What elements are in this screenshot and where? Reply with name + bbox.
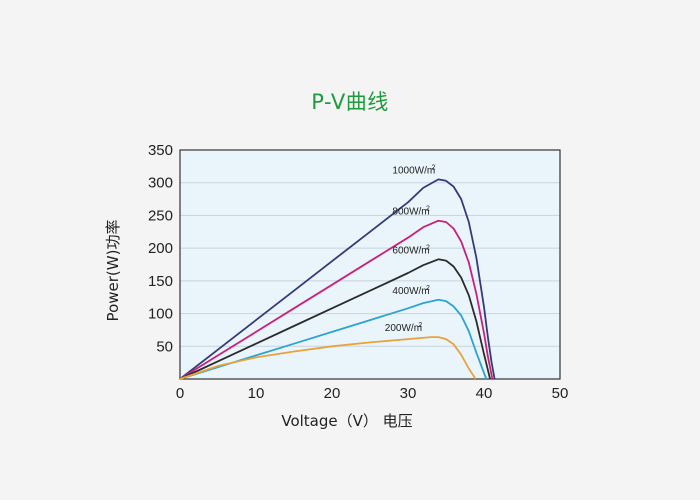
series-line-800W-m — [179, 219, 494, 380]
x-axis-title: Voltage（V） 电压 — [281, 412, 412, 430]
plot-frame — [179, 149, 561, 380]
series-label-800W-m: 800W/m — [392, 207, 429, 218]
plot-background — [180, 150, 560, 379]
y-tick-label-100: 100 — [148, 306, 173, 323]
series-line-600W-m — [179, 258, 491, 380]
series-label-superscript: 2 — [426, 206, 430, 213]
series-line-200W-m — [179, 336, 477, 380]
series-label-600W-m: 600W/m — [392, 245, 429, 256]
y-axis-title: Power(W)功率 — [104, 220, 122, 322]
y-tick-label-250: 250 — [148, 207, 173, 224]
series-label-superscript: 2 — [426, 285, 430, 292]
series-label-1000W-m: 1000W/m — [392, 165, 435, 176]
y-tick-label-300: 300 — [148, 175, 173, 192]
series-line-400W-m — [179, 298, 488, 380]
x-tick-label-30: 30 — [400, 385, 417, 402]
series-line-1000W-m — [179, 178, 496, 380]
y-tick-label-350: 350 — [148, 142, 173, 159]
x-tick-label-10: 10 — [248, 385, 265, 402]
series-label-superscript: 2 — [426, 244, 430, 251]
x-tick-label-0: 0 — [176, 385, 184, 402]
x-tick-label-20: 20 — [324, 385, 341, 402]
x-tick-label-50: 50 — [552, 385, 569, 402]
y-tick-label-200: 200 — [148, 240, 173, 257]
series-label-superscript: 2 — [432, 164, 436, 171]
x-tick-label-40: 40 — [476, 385, 493, 402]
series-label-200W-m: 200W/m — [385, 323, 422, 334]
series-label-400W-m: 400W/m — [392, 286, 429, 297]
y-tick-label-150: 150 — [148, 273, 173, 290]
series-label-superscript: 2 — [418, 322, 422, 329]
chart-title: P-V曲线 — [311, 90, 389, 114]
y-tick-label-50: 50 — [156, 338, 173, 355]
